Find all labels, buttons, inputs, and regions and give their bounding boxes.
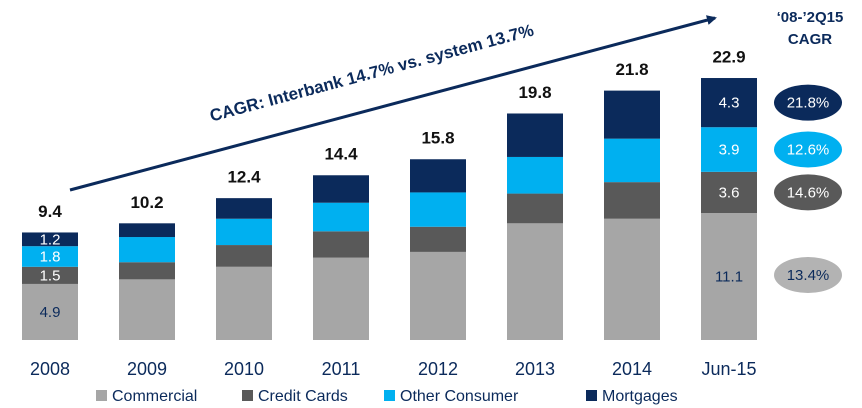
x-tick-label: 2014 <box>612 359 652 379</box>
bar-segment <box>701 127 757 172</box>
bar-segment <box>119 223 175 238</box>
x-tick-label: 2010 <box>224 359 264 379</box>
bar-segment <box>507 193 563 224</box>
bar-segment <box>410 251 466 340</box>
bar-segment <box>604 218 660 340</box>
legend-label: Commercial <box>112 388 197 405</box>
total-label: 22.9 <box>712 48 745 67</box>
cagr-bubble <box>774 84 842 121</box>
legend-swatch <box>242 390 253 401</box>
bar-segment <box>119 237 175 263</box>
cagr-bubble <box>774 257 842 293</box>
bar-segment <box>701 213 757 340</box>
bar-segment <box>119 279 175 340</box>
x-tick-label: 2012 <box>418 359 458 379</box>
legend-swatch <box>586 390 597 401</box>
legend-label: Mortgages <box>602 388 678 405</box>
segment-label: 3.6 <box>719 184 740 201</box>
bar-segment <box>507 113 563 157</box>
bar-segment <box>410 226 466 252</box>
bar-segment <box>701 171 757 214</box>
bar-segment <box>216 266 272 340</box>
segment-label: 4.9 <box>40 304 61 321</box>
x-tick-label: 2013 <box>515 359 555 379</box>
x-tick-label: 2009 <box>127 359 167 379</box>
bar-segment <box>604 182 660 219</box>
bar-segment <box>22 232 78 247</box>
total-label: 10.2 <box>130 193 163 212</box>
legend-label: Credit Cards <box>258 388 348 405</box>
bar-segment <box>216 218 272 246</box>
cagr-label: 21.8% <box>787 95 830 112</box>
bar-segment <box>313 231 369 258</box>
bar-segment <box>22 266 78 284</box>
segment-label: 4.3 <box>719 95 740 112</box>
cagr-title: CAGR <box>788 31 832 48</box>
segment-label: 1.2 <box>40 231 61 248</box>
trend-arrow <box>69 15 717 192</box>
total-label: 9.4 <box>38 202 62 221</box>
bar-segment <box>119 262 175 280</box>
bar-segment <box>604 138 660 183</box>
legend-swatch <box>96 390 107 401</box>
legend-label: Other Consumer <box>400 388 519 405</box>
bar-segment <box>313 257 369 340</box>
cagr-bubble <box>774 131 842 168</box>
segment-label: 3.9 <box>719 141 740 158</box>
bar-segment <box>604 90 660 139</box>
bar-segment <box>216 245 272 267</box>
x-tick-label: 2008 <box>30 359 70 379</box>
segment-label: 1.8 <box>40 248 61 265</box>
bar-segment <box>507 223 563 340</box>
bar-segment <box>313 175 369 203</box>
bar-segment <box>410 192 466 227</box>
cagr-bubble <box>774 174 842 211</box>
x-tick-label: 2011 <box>322 359 361 379</box>
bar-segment <box>701 78 757 128</box>
total-label: 19.8 <box>518 83 551 102</box>
total-label: 12.4 <box>227 168 261 187</box>
segment-label: 11.1 <box>715 268 743 285</box>
cagr-title: ‘08-’2Q15 <box>777 9 844 26</box>
legend-swatch <box>384 390 395 401</box>
bar-segment <box>410 159 466 193</box>
cagr-label: 14.6% <box>787 184 830 201</box>
bar-segment <box>313 202 369 232</box>
total-label: 15.8 <box>421 129 454 148</box>
bar-segment <box>22 246 78 267</box>
x-tick-label: Jun-15 <box>701 359 756 379</box>
cagr-label: 12.6% <box>787 141 830 158</box>
bar-segment <box>216 198 272 219</box>
cagr-label: 13.4% <box>787 267 830 284</box>
segment-label: 1.5 <box>40 267 61 284</box>
bar-segment <box>22 283 78 340</box>
bar-segment <box>507 156 563 194</box>
total-label: 21.8 <box>615 60 648 79</box>
total-label: 14.4 <box>324 145 358 164</box>
